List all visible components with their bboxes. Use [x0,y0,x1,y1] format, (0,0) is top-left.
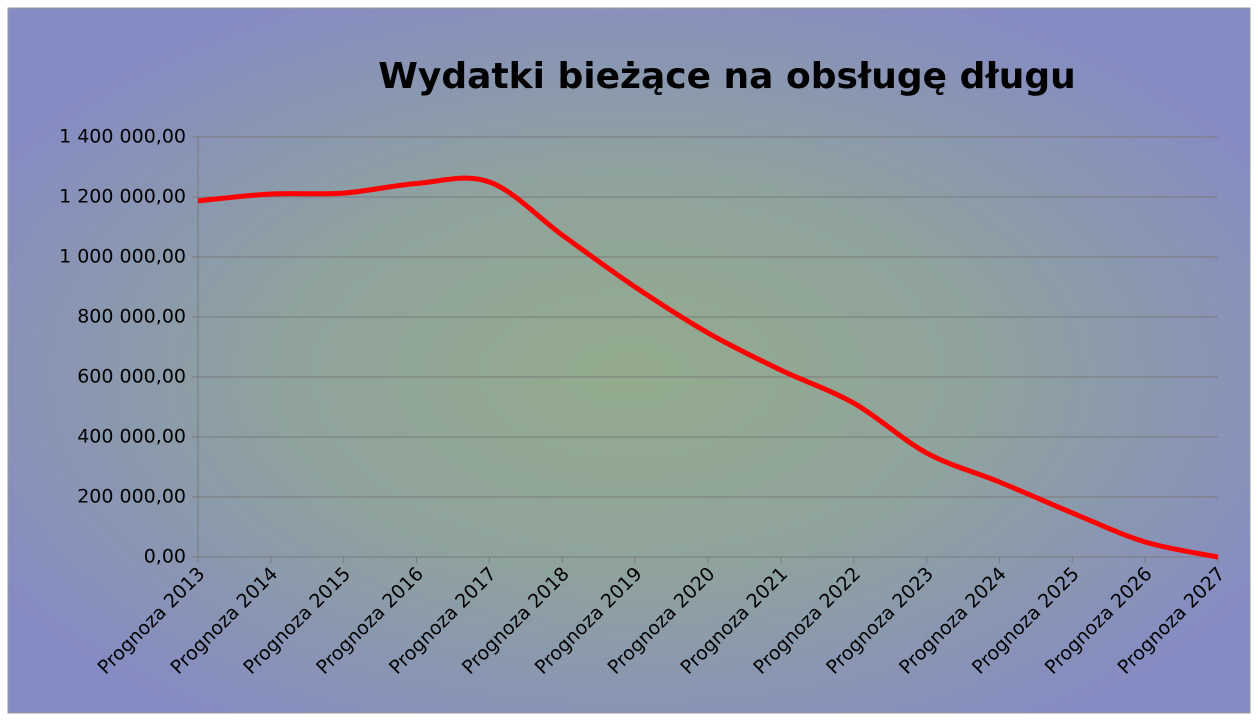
chart-title: Wydatki bieżące na obsługę długu [378,56,1076,97]
y-tick-label: 1 000 000,00 [59,246,186,268]
y-tick-label: 400 000,00 [77,426,186,448]
y-tick-label: 200 000,00 [77,486,186,508]
y-tick-label: 1 400 000,00 [59,126,186,148]
y-tick-label: 0,00 [144,546,186,568]
y-tick-label: 800 000,00 [77,306,186,328]
chart-area [7,7,1251,714]
line-series [197,175,1219,560]
y-tick-label: 600 000,00 [77,366,186,388]
y-tick-label: 1 200 000,00 [59,186,186,208]
